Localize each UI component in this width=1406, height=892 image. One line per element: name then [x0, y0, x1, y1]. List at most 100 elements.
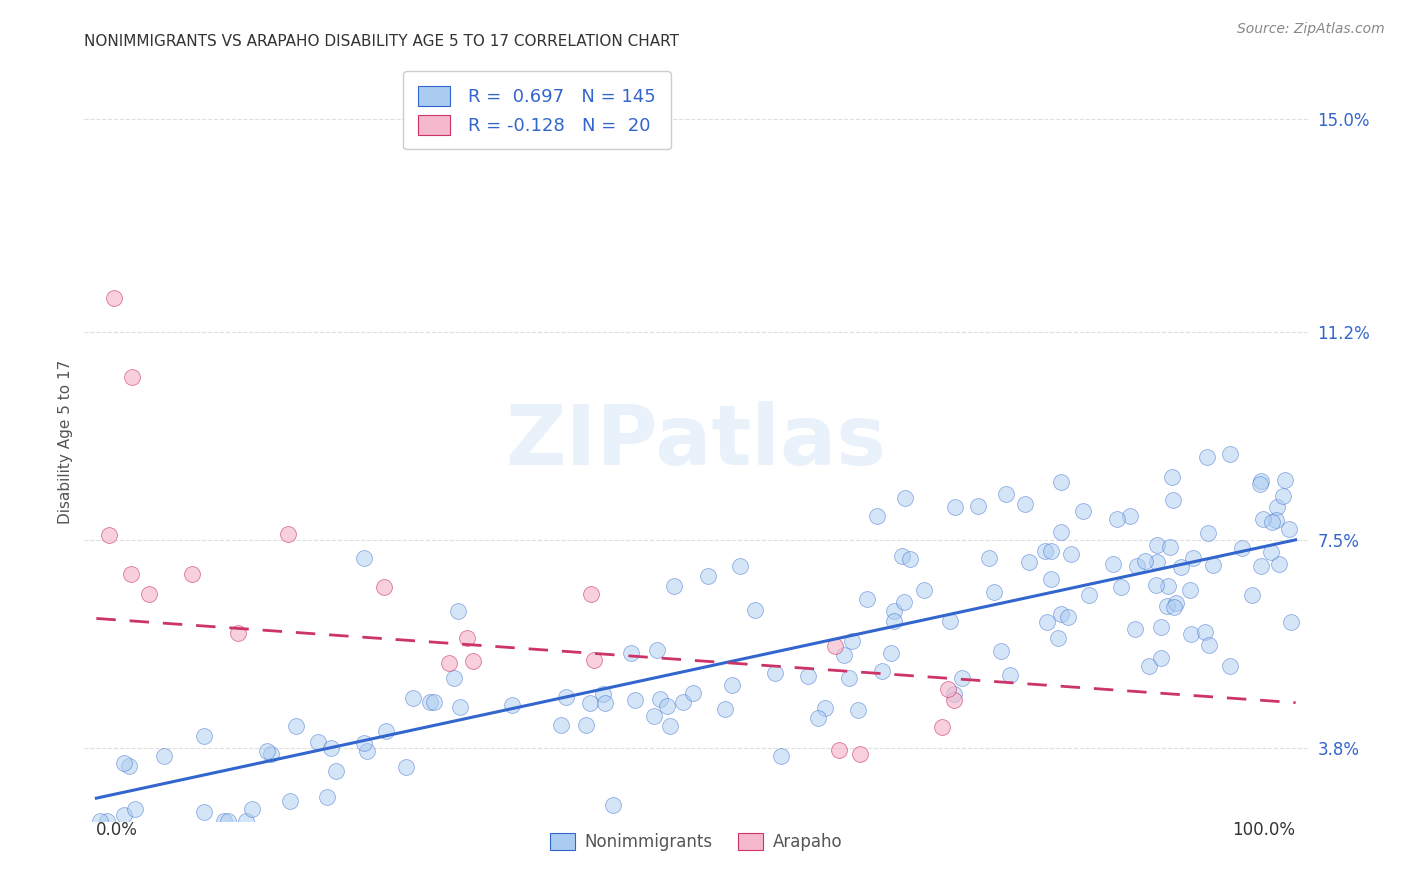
Point	[583, 652, 606, 666]
Point	[1150, 650, 1173, 665]
Point	[193, 805, 215, 820]
Point	[848, 747, 870, 761]
Point	[1060, 548, 1083, 562]
Point	[217, 814, 239, 828]
Point	[595, 696, 617, 710]
Point	[1166, 597, 1188, 611]
Point	[890, 549, 912, 563]
Point	[824, 639, 846, 653]
Point	[1265, 513, 1288, 527]
Point	[1250, 558, 1272, 573]
Point	[647, 642, 669, 657]
Point	[1111, 580, 1133, 594]
Point	[713, 702, 735, 716]
Point	[578, 696, 600, 710]
Point	[1000, 667, 1022, 681]
Point	[643, 708, 665, 723]
Point	[193, 729, 215, 743]
Point	[1144, 578, 1167, 592]
Point	[1219, 659, 1241, 673]
Point	[883, 615, 905, 629]
Point	[650, 691, 672, 706]
Point	[893, 491, 915, 505]
Point	[950, 671, 973, 685]
Point	[1274, 474, 1296, 488]
Point	[124, 802, 146, 816]
Point	[235, 814, 257, 828]
Point	[813, 700, 835, 714]
Point	[943, 500, 966, 514]
Point	[983, 585, 1005, 599]
Point	[1219, 447, 1241, 461]
Point	[353, 736, 375, 750]
Point	[395, 760, 418, 774]
Point	[1050, 475, 1073, 490]
Point	[838, 671, 860, 685]
Point	[880, 646, 903, 660]
Y-axis label: Disability Age 5 to 17: Disability Age 5 to 17	[58, 359, 73, 524]
Point	[1146, 555, 1168, 569]
Point	[550, 718, 572, 732]
Point	[990, 644, 1012, 658]
Point	[1180, 626, 1202, 640]
Point	[967, 500, 990, 514]
Point	[443, 671, 465, 685]
Point	[1035, 544, 1057, 558]
Point	[995, 486, 1018, 500]
Point	[321, 741, 343, 756]
Legend: Nonimmigrants, Arapaho: Nonimmigrants, Arapaho	[543, 826, 849, 858]
Point	[682, 686, 704, 700]
Point	[697, 569, 720, 583]
Point	[592, 687, 614, 701]
Point	[912, 583, 935, 598]
Point	[1260, 545, 1282, 559]
Point	[103, 291, 125, 305]
Point	[575, 718, 598, 732]
Point	[422, 695, 444, 709]
Point	[1126, 558, 1149, 573]
Point	[1230, 541, 1253, 556]
Point	[1161, 470, 1184, 484]
Point	[260, 747, 283, 762]
Point	[1018, 555, 1040, 569]
Point	[325, 764, 347, 778]
Point	[1197, 526, 1219, 541]
Point	[1157, 579, 1180, 593]
Point	[1049, 607, 1071, 621]
Point	[356, 744, 378, 758]
Point	[1163, 600, 1185, 615]
Point	[240, 802, 263, 816]
Point	[1014, 497, 1036, 511]
Point	[1137, 659, 1160, 673]
Point	[373, 580, 395, 594]
Point	[1047, 632, 1070, 646]
Point	[1125, 623, 1147, 637]
Point	[1159, 540, 1181, 554]
Point	[1170, 560, 1192, 574]
Point	[728, 559, 751, 574]
Point	[721, 678, 744, 692]
Point	[1146, 538, 1168, 552]
Point	[1265, 500, 1288, 514]
Point	[620, 646, 643, 660]
Point	[1071, 504, 1094, 518]
Point	[1057, 610, 1080, 624]
Point	[461, 654, 484, 668]
Point	[278, 794, 301, 808]
Text: 0.0%: 0.0%	[97, 821, 138, 838]
Point	[1036, 615, 1059, 629]
Point	[834, 648, 856, 662]
Point	[1077, 588, 1099, 602]
Point	[763, 665, 786, 680]
Point	[1156, 599, 1178, 614]
Text: ZIPatlas: ZIPatlas	[506, 401, 886, 482]
Point	[942, 687, 965, 701]
Point	[658, 719, 681, 733]
Point	[256, 744, 278, 758]
Point	[807, 711, 830, 725]
Point	[1039, 543, 1062, 558]
Point	[1268, 557, 1291, 571]
Text: NONIMMIGRANTS VS ARAPAHO DISABILITY AGE 5 TO 17 CORRELATION CHART: NONIMMIGRANTS VS ARAPAHO DISABILITY AGE …	[84, 34, 679, 49]
Point	[402, 691, 425, 706]
Point	[1118, 509, 1140, 524]
